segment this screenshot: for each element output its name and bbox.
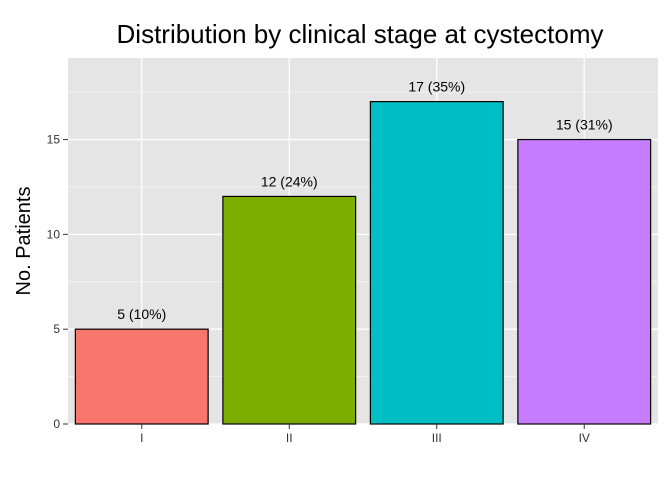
x-tick-label: II — [286, 431, 293, 445]
y-tick-label: 0 — [53, 417, 60, 431]
data-label-III: 17 (35%) — [408, 79, 465, 95]
y-axis-label: No. Patients — [13, 187, 35, 296]
data-label-I: 5 (10%) — [117, 306, 166, 322]
bar-IV — [517, 138, 652, 425]
bar-II — [222, 195, 357, 425]
chart-title: Distribution by clinical stage at cystec… — [117, 19, 604, 49]
data-label-II: 12 (24%) — [261, 173, 318, 189]
y-tick-label: 5 — [53, 322, 60, 336]
x-tick-label: III — [432, 431, 442, 445]
y-tick-label: 10 — [47, 227, 61, 241]
x-tick-label: IV — [579, 431, 590, 445]
bar-I — [74, 328, 209, 425]
bars — [74, 101, 652, 425]
data-labels: 5 (10%) 12 (24%) 17 (35%) 15 (31%) — [117, 79, 612, 323]
data-label-IV: 15 (31%) — [556, 117, 613, 133]
y-tick-label: 15 — [47, 133, 61, 147]
bar-III — [369, 101, 504, 425]
x-axis: I II III IV — [140, 424, 590, 445]
x-tick-label: I — [140, 431, 143, 445]
y-axis: 0 5 10 15 — [47, 133, 68, 431]
